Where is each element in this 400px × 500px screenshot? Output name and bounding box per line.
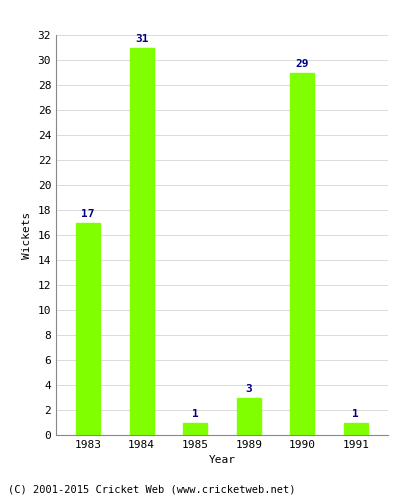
Text: 31: 31 xyxy=(135,34,148,44)
Text: 17: 17 xyxy=(81,209,95,219)
Text: 1: 1 xyxy=(352,409,359,419)
X-axis label: Year: Year xyxy=(208,456,236,466)
Text: 3: 3 xyxy=(245,384,252,394)
Text: 29: 29 xyxy=(296,58,309,68)
Bar xyxy=(290,72,314,435)
Bar xyxy=(237,398,261,435)
Bar xyxy=(344,422,368,435)
Text: (C) 2001-2015 Cricket Web (www.cricketweb.net): (C) 2001-2015 Cricket Web (www.cricketwe… xyxy=(8,485,296,495)
Bar xyxy=(76,222,100,435)
Bar xyxy=(130,48,154,435)
Text: 1: 1 xyxy=(192,409,199,419)
Bar xyxy=(183,422,207,435)
Y-axis label: Wickets: Wickets xyxy=(22,212,32,258)
